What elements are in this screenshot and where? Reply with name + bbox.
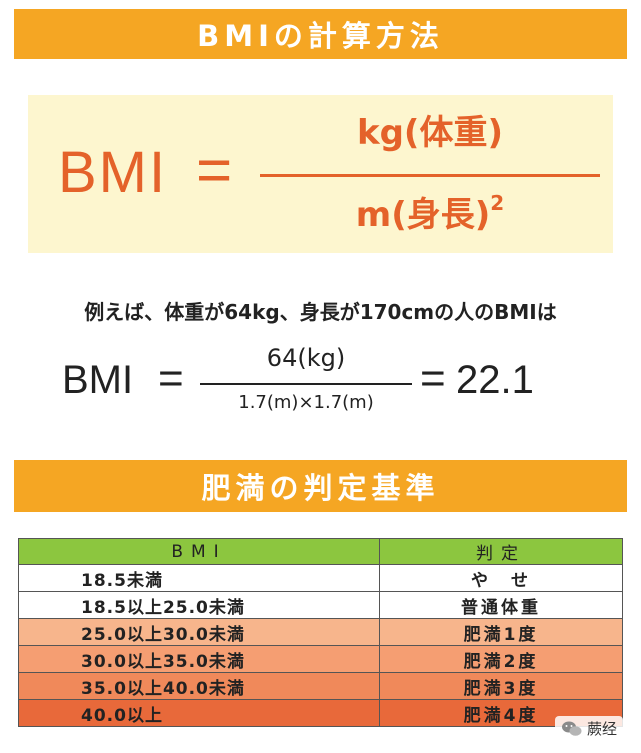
formula-box: BMI = kg(体重) m(身長)2: [28, 95, 613, 253]
example-fraction-bar: [200, 383, 412, 385]
table-header-bmi: BMI: [18, 538, 380, 565]
bmi-criteria-table: BMI 判定 18.5未満 や せ 18.5以上25.0未満 普通体重 25.0…: [18, 538, 623, 727]
example-sentence: 例えば、体重が64kg、身長が170cmの人のBMIは: [84, 300, 557, 324]
formula-exponent: 2: [490, 190, 505, 215]
table-cell-judgement: 普通体重: [379, 591, 623, 619]
section-title-calculation: BMIの計算方法: [14, 9, 627, 59]
example-numerator: 64(kg): [266, 344, 346, 372]
formula-equals: =: [196, 136, 233, 205]
example-result: 22.1: [456, 358, 534, 402]
table-cell-judgement: 肥満3度: [379, 672, 623, 700]
table-cell-bmi: 40.0以上: [18, 699, 380, 727]
example-lhs: BMI: [62, 358, 134, 402]
table-row: 40.0以上 肥満4度: [18, 699, 623, 727]
table-row: 35.0以上40.0未満 肥満3度: [18, 672, 623, 700]
example-equals: =: [158, 354, 184, 403]
table-cell-bmi: 25.0以上30.0未満: [18, 618, 380, 646]
table-cell-bmi: 35.0以上40.0未満: [18, 672, 380, 700]
table-header-row: BMI 判定: [18, 538, 623, 565]
table-row: 30.0以上35.0未満 肥満2度: [18, 645, 623, 673]
example-equals-result: =: [420, 354, 446, 403]
table-cell-bmi: 30.0以上35.0未満: [18, 645, 380, 673]
formula-lhs: BMI: [58, 140, 168, 205]
example-denominator: 1.7(m)×1.7(m): [238, 392, 374, 413]
table-row: 18.5未満 や せ: [18, 564, 623, 592]
table-row: 18.5以上25.0未満 普通体重: [18, 591, 623, 619]
table-cell-bmi: 18.5以上25.0未満: [18, 591, 380, 619]
formula-denominator: m(身長): [355, 195, 491, 235]
table-cell-judgement: 肥満1度: [379, 618, 623, 646]
table-header-judgement: 判定: [379, 538, 623, 565]
formula-denominator-wrap: m(身長)2: [260, 187, 600, 236]
section-title-criteria: 肥満の判定基準: [14, 460, 627, 512]
watermark-text: 蕨经: [586, 720, 617, 738]
table-cell-judgement: や せ: [379, 564, 623, 592]
table-cell-judgement: 肥満2度: [379, 645, 623, 673]
wechat-icon: [561, 721, 582, 736]
table-row: 25.0以上30.0未満 肥満1度: [18, 618, 623, 646]
section-title-text: BMIの計算方法: [197, 19, 444, 53]
formula-numerator: kg(体重): [356, 113, 504, 153]
section-title-text: 肥満の判定基準: [201, 471, 440, 505]
table-cell-judgement: 肥満4度: [379, 699, 623, 727]
watermark: 蕨经: [554, 716, 623, 741]
formula-fraction-bar: [260, 174, 600, 177]
table-cell-bmi: 18.5未満: [18, 564, 380, 592]
